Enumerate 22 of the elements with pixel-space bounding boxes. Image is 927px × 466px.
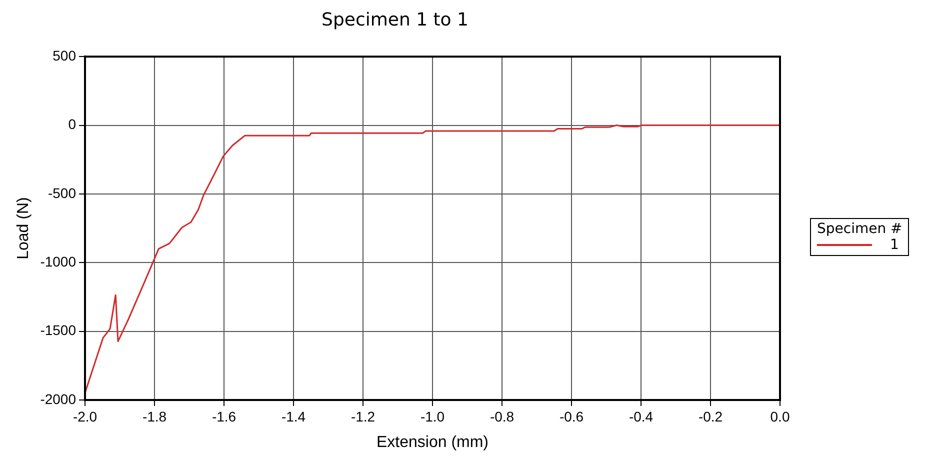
y-tick-label: 0 (68, 116, 76, 132)
x-tick-label: -0.4 (628, 408, 654, 424)
legend-label: 1 (890, 237, 899, 253)
x-tick-label: -0.6 (559, 408, 584, 424)
x-tick-label: -1.8 (142, 408, 167, 424)
y-tick-label: 500 (52, 47, 76, 64)
x-tick-label: -1.0 (420, 408, 445, 424)
x-tick-label: -1.6 (212, 408, 236, 424)
x-tick-label: -2.0 (72, 408, 98, 424)
x-tick-label: -1.2 (350, 408, 376, 424)
y-tick-label: -500 (48, 184, 76, 201)
y-tick-label: -1000 (40, 254, 76, 270)
y-tick-label: -2000 (40, 390, 76, 407)
legend-title: Specimen # (817, 221, 902, 237)
x-axis-title: Extension (mm) (376, 434, 489, 451)
x-tick-label: -0.2 (698, 408, 723, 424)
x-tick-label: -1.4 (281, 408, 306, 424)
y-axis-title: Load (N) (15, 197, 32, 260)
chart-title: Specimen 1 to 1 (322, 9, 468, 30)
x-tick-label: 0.0 (770, 408, 790, 424)
y-tick-label: -1500 (40, 322, 76, 338)
x-tick-label: -0.8 (490, 408, 514, 424)
